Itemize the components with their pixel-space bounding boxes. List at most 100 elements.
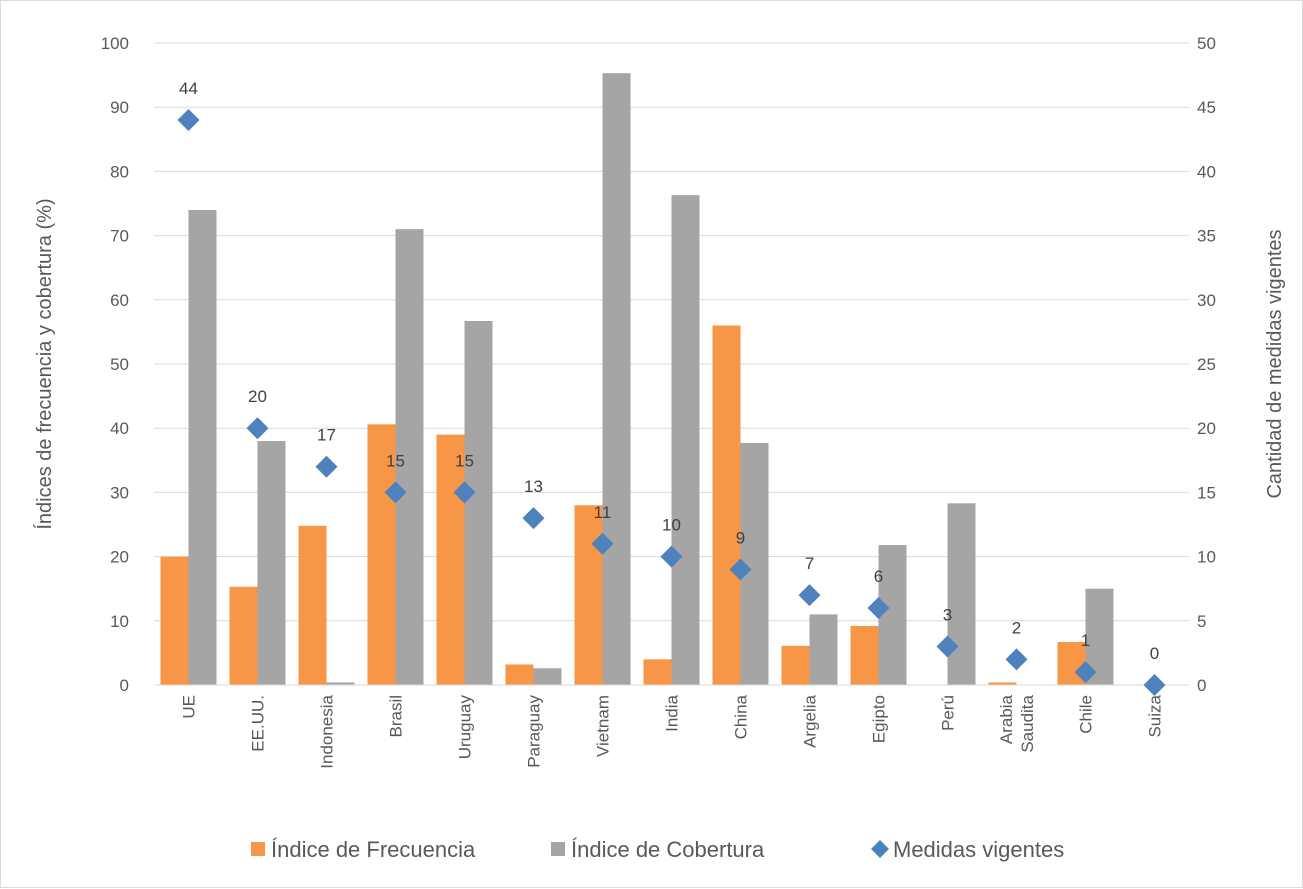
frequency-bar (712, 325, 741, 685)
x-category-label: Paraguay (525, 695, 544, 768)
coverage-bar (533, 668, 562, 685)
legend-label: Medidas vigentes (893, 837, 1064, 862)
x-category-label: EE.UU. (249, 695, 268, 752)
measure-data-label: 15 (455, 451, 474, 470)
frequency-bar (436, 434, 465, 685)
coverage-bar (809, 614, 838, 685)
x-category-label: Egipto (870, 695, 889, 743)
x-category-label: Argelia (801, 694, 820, 747)
measure-marker (867, 596, 890, 619)
legend-item-frequency: Índice de Frecuencia (251, 837, 476, 862)
measure-marker (798, 584, 821, 607)
coverage-bar (947, 503, 976, 685)
measure-marker (660, 545, 683, 568)
y-right-axis-title: Cantidad de medidas vigentes (1264, 229, 1286, 498)
measure-data-label: 20 (248, 387, 267, 406)
measure-data-label: 0 (1150, 644, 1159, 663)
measure-data-label: 1 (1081, 631, 1090, 650)
measure-data-label: 10 (662, 516, 681, 535)
legend-swatch (871, 840, 889, 858)
measure-marker (1074, 661, 1097, 684)
x-category-label: Saudita (1018, 694, 1037, 752)
legend-label: Índice de Frecuencia (271, 837, 476, 862)
frequency-bar (298, 525, 327, 685)
x-category-label: Chile (1077, 695, 1096, 734)
frequency-bar (988, 682, 1017, 685)
legend-swatch (551, 842, 565, 856)
x-category-label: Perú (939, 695, 958, 731)
measure-marker (453, 481, 476, 504)
y-left-tick-label: 20 (110, 548, 129, 567)
y-right-tick-label: 5 (1197, 612, 1206, 631)
bars (160, 73, 1114, 686)
measure-marker (936, 635, 959, 658)
coverage-bar (464, 320, 493, 685)
measure-data-label: 15 (386, 451, 405, 470)
y-right-tick-label: 25 (1197, 355, 1216, 374)
coverage-bar (188, 209, 217, 686)
frequency-bar (367, 424, 396, 685)
y-left-tick-label: 0 (120, 676, 129, 695)
y-right-tick-label: 45 (1197, 98, 1216, 117)
coverage-bar (671, 195, 700, 686)
x-category-label: Vietnam (594, 695, 613, 757)
measure-marker (1005, 648, 1028, 671)
y-left-tick-label: 100 (101, 34, 129, 53)
legend-label: Índice de Cobertura (571, 837, 765, 862)
measure-data-label: 11 (594, 503, 612, 522)
measure-data-label: 6 (874, 567, 883, 586)
legend: Índice de Frecuencia Índice de Cobertura M… (251, 837, 1064, 862)
y-right-tick-label: 50 (1197, 34, 1216, 53)
y-right-tick-label: 0 (1197, 676, 1206, 695)
frequency-bar (574, 505, 603, 685)
y-right-tick-label: 40 (1197, 162, 1216, 181)
frequency-bar (643, 659, 672, 685)
measure-data-label: 13 (524, 477, 543, 496)
frequency-bar (850, 625, 879, 685)
frequency-bar (229, 586, 258, 685)
x-category-label: Arabia (997, 694, 1016, 744)
measure-data-label: 9 (736, 528, 745, 547)
legend-item-coverage: Índice de Cobertura (551, 837, 765, 862)
x-category-label: India (663, 694, 682, 731)
measure-marker (591, 532, 614, 555)
x-category-label: Brasil (387, 695, 406, 738)
x-category-label: UE (180, 695, 199, 719)
y-right-tick-label: 30 (1197, 291, 1216, 310)
measure-marker (246, 417, 269, 440)
axes: 0102030405060708090100051015202530354045… (33, 34, 1286, 769)
y-left-axis-title: Índices de frecuencia y cobertura (%) (33, 198, 56, 529)
coverage-bar (395, 229, 424, 685)
measure-marker (729, 558, 752, 581)
coverage-bar (257, 441, 286, 685)
y-right-tick-label: 10 (1197, 548, 1216, 567)
markers (177, 109, 1166, 696)
measure-marker (177, 109, 200, 132)
coverage-bar (602, 73, 631, 685)
y-left-tick-label: 70 (110, 227, 129, 246)
x-category-label: Suiza (1146, 694, 1165, 737)
y-right-tick-label: 20 (1197, 419, 1216, 438)
y-left-tick-label: 10 (110, 612, 129, 631)
y-right-tick-label: 35 (1197, 227, 1216, 246)
y-right-tick-label: 15 (1197, 483, 1216, 502)
y-left-tick-label: 40 (110, 419, 129, 438)
frequency-bar (505, 664, 534, 685)
measure-data-label: 3 (943, 605, 952, 624)
y-left-tick-label: 30 (110, 483, 129, 502)
measure-marker (384, 481, 407, 504)
x-category-label: Indonesia (318, 694, 337, 768)
coverage-bar (878, 545, 907, 685)
coverage-bar (326, 682, 355, 685)
measure-marker (1143, 674, 1166, 696)
measure-marker (522, 507, 545, 530)
frequency-bar (160, 556, 189, 685)
legend-item-measures: Medidas vigentes (871, 837, 1064, 862)
measure-data-label: 7 (805, 554, 814, 573)
legend-swatch (251, 842, 265, 856)
y-left-tick-label: 60 (110, 291, 129, 310)
measure-data-label: 17 (317, 426, 336, 445)
x-category-label: China (732, 694, 751, 739)
